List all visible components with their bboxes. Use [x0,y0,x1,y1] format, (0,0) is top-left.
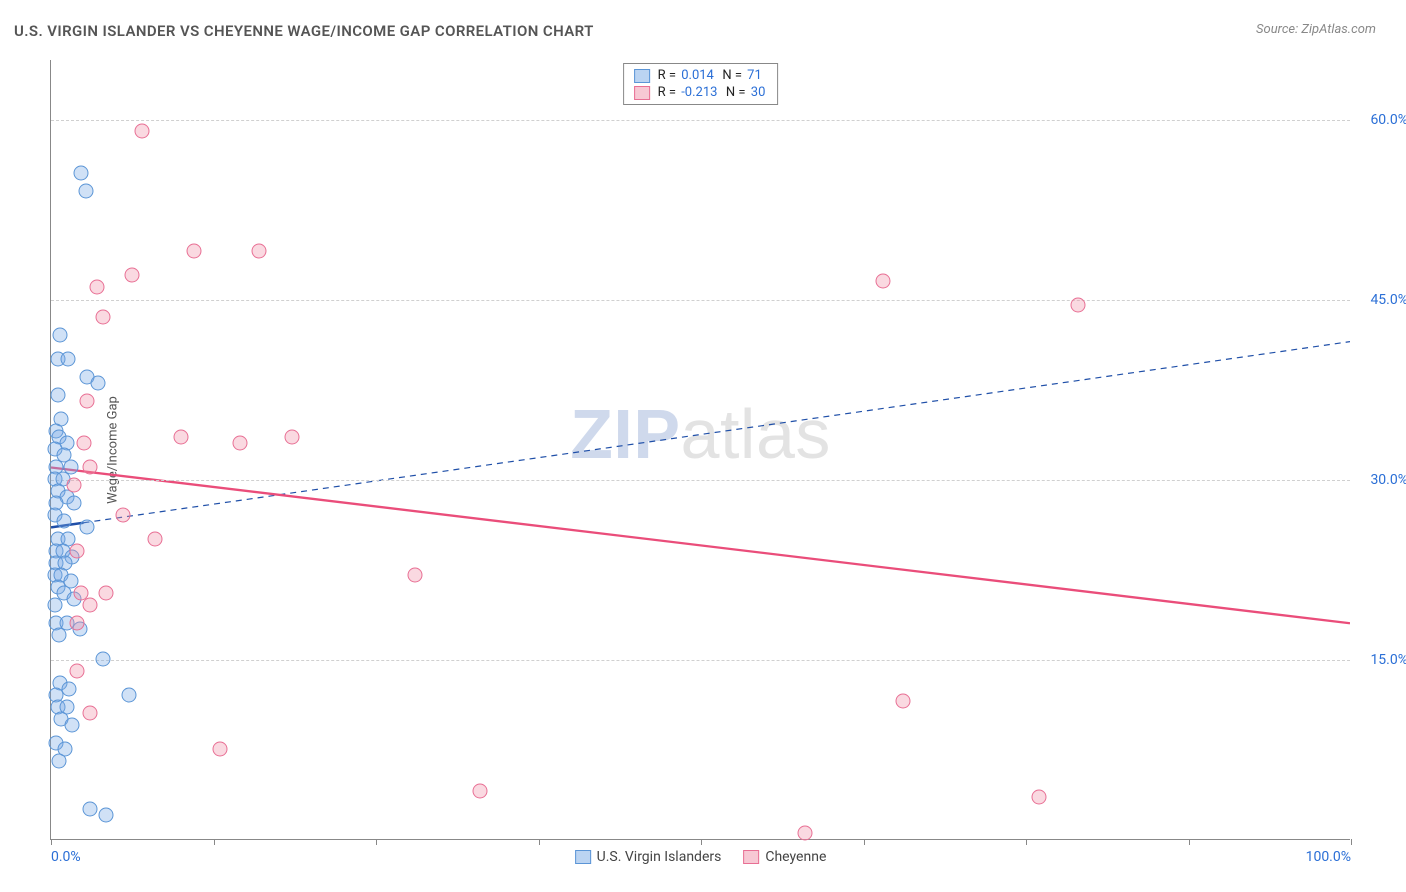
scatter-point [70,544,85,559]
correlation-legend: R = 0.014 N = 71 R = -0.213 N = 30 [623,63,779,105]
gridline [51,480,1350,481]
scatter-point [89,280,104,295]
x-tick-label: 100.0% [1306,849,1351,865]
scatter-point [96,310,111,325]
scatter-point [98,808,113,823]
swatch-series-a [575,850,591,864]
y-tick-label: 30.0% [1370,472,1406,488]
scatter-point [252,244,267,259]
y-tick-label: 45.0% [1370,292,1406,308]
scatter-point [62,682,77,697]
scatter-point [1071,298,1086,313]
scatter-point [98,586,113,601]
x-tick-label: 0.0% [51,849,81,865]
plot-area: Wage/Income Gap ZIPatlas R = 0.014 N = 7… [50,60,1350,840]
scatter-point [96,652,111,667]
scatter-point [83,598,98,613]
y-tick-label: 60.0% [1370,112,1406,128]
source-label: Source: ZipAtlas.com [1256,22,1376,37]
scatter-point [135,124,150,139]
swatch-series-b [634,86,650,100]
scatter-point [1032,790,1047,805]
gridline [51,300,1350,301]
scatter-point [895,694,910,709]
scatter-point [60,352,75,367]
stats-series-b: R = -0.213 N = 30 [658,85,768,100]
scatter-point [122,688,137,703]
chart-container: U.S. VIRGIN ISLANDER VS CHEYENNE WAGE/IN… [0,0,1406,892]
swatch-series-a [634,69,650,83]
legend-item: Cheyenne [743,849,826,865]
stats-series-a: R = 0.014 N = 71 [658,68,764,83]
scatter-point [51,628,66,643]
scatter-point [232,436,247,451]
x-tick [539,839,540,845]
scatter-point [47,598,62,613]
x-tick [51,839,52,845]
scatter-point [473,784,488,799]
x-tick [701,839,702,845]
x-tick [1026,839,1027,845]
scatter-point [50,388,65,403]
scatter-point [79,184,94,199]
y-axis-label: Wage/Income Gap [105,396,120,504]
watermark-text: ZIPatlas [570,394,831,474]
scatter-point [124,268,139,283]
x-tick [1189,839,1190,845]
x-tick [1351,839,1352,845]
scatter-point [57,514,72,529]
scatter-point [70,664,85,679]
scatter-point [174,430,189,445]
scatter-point [70,616,85,631]
scatter-point [876,274,891,289]
x-tick [376,839,377,845]
scatter-point [90,376,105,391]
swatch-series-b [743,850,759,864]
scatter-point [67,478,82,493]
scatter-point [284,430,299,445]
scatter-point [115,508,130,523]
scatter-point [187,244,202,259]
scatter-point [67,496,82,511]
scatter-point [408,568,423,583]
legend-row: R = 0.014 N = 71 [634,68,768,83]
x-tick [214,839,215,845]
scatter-point [83,460,98,475]
trend-lines [51,60,1350,839]
scatter-point [73,166,88,181]
scatter-point [80,520,95,535]
legend-item: U.S. Virgin Islanders [575,849,722,865]
scatter-point [83,706,98,721]
scatter-point [80,394,95,409]
scatter-point [148,532,163,547]
y-tick-label: 15.0% [1370,652,1406,668]
legend-row: R = -0.213 N = 30 [634,85,768,100]
gridline [51,120,1350,121]
scatter-point [76,436,91,451]
scatter-point [53,328,68,343]
gridline [51,660,1350,661]
series-legend: U.S. Virgin Islanders Cheyenne [575,849,827,865]
scatter-point [213,742,228,757]
scatter-point [798,826,813,841]
scatter-point [64,718,79,733]
chart-title: U.S. VIRGIN ISLANDER VS CHEYENNE WAGE/IN… [14,22,594,40]
scatter-point [83,802,98,817]
x-tick [864,839,865,845]
scatter-point [51,754,66,769]
